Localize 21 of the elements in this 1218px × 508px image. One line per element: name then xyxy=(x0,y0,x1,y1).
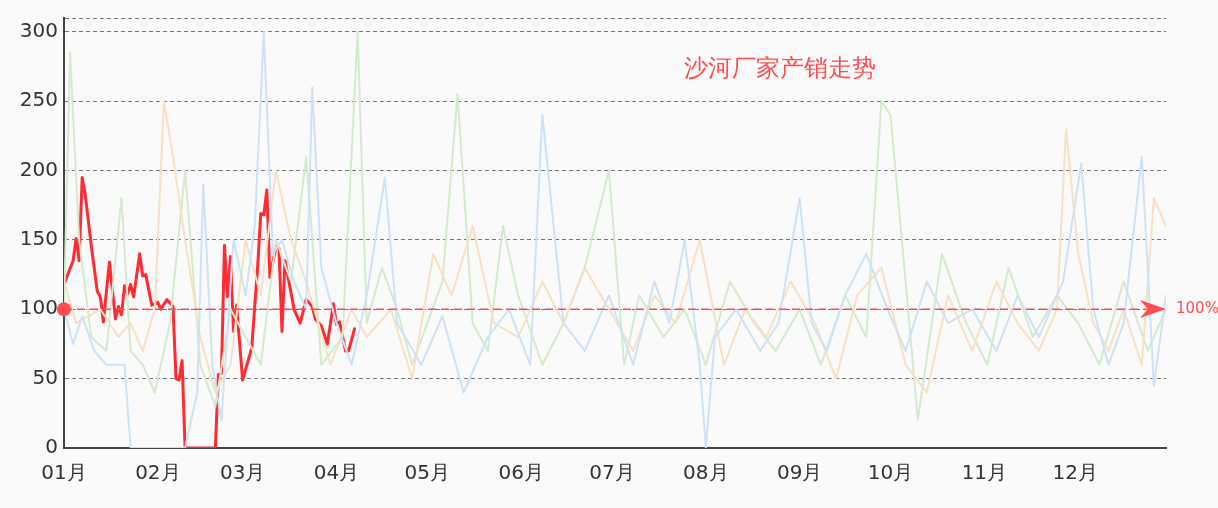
x-tick-label: 08月 xyxy=(683,460,729,485)
y-tick-label: 250 xyxy=(19,87,58,112)
y-tick-label: 100 xyxy=(19,295,58,320)
x-tick-label: 07月 xyxy=(589,460,635,485)
x-tick-label: 11月 xyxy=(961,460,1008,485)
ref-line-label: 100% xyxy=(1176,299,1218,318)
x-tick-label: 10月 xyxy=(867,460,914,485)
y-tick-label: 300 xyxy=(19,18,58,43)
x-tick-label: 03月 xyxy=(219,460,266,485)
x-tick-label: 04月 xyxy=(313,460,360,485)
x-tick-label: 01月 xyxy=(41,460,87,485)
x-tick-label: 02月 xyxy=(135,460,181,485)
x-tick-label: 05月 xyxy=(404,460,451,485)
y-tick-label: 0 xyxy=(45,434,58,459)
y-tick-label: 50 xyxy=(32,364,58,389)
x-tick-label: 12月 xyxy=(1052,460,1098,485)
text: 沙河厂家产销走势 xyxy=(684,53,877,82)
y-tick-label: 200 xyxy=(19,156,58,181)
y-tick-label: 150 xyxy=(19,226,58,251)
x-tick-label: 09月 xyxy=(776,460,823,485)
x-tick-label: 06月 xyxy=(498,460,544,485)
